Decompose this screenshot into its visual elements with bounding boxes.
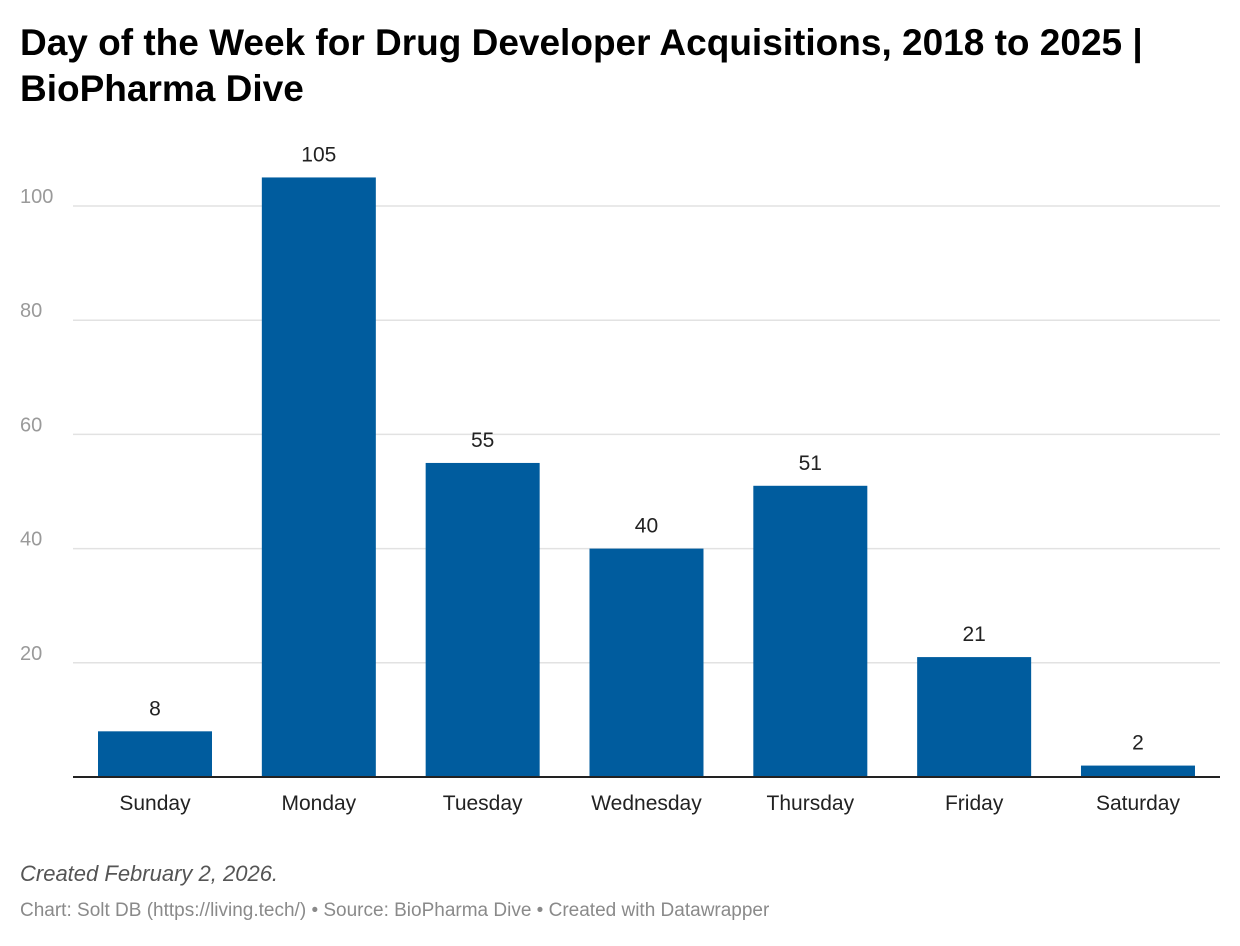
bar: [1080, 765, 1195, 777]
x-tick-label: Tuesday: [443, 792, 523, 815]
y-tick-label: 80: [20, 300, 42, 322]
bar: [425, 462, 540, 777]
x-tick-label: Thursday: [767, 792, 855, 815]
x-tick-label: Wednesday: [591, 792, 702, 815]
bar-value-label: 55: [471, 429, 494, 452]
bar-value-label: 8: [149, 697, 161, 720]
y-axis-ticks: 20 40 60 80 100: [20, 186, 53, 665]
bar-value-label: 40: [635, 515, 658, 538]
bar: [917, 657, 1032, 777]
x-tick-label: Friday: [945, 792, 1004, 815]
bar-value-label: 51: [799, 452, 822, 475]
bar-value-label: 105: [301, 143, 336, 166]
y-tick-label: 40: [20, 529, 42, 551]
x-tick-label: Monday: [281, 792, 356, 815]
bar-value-label: 2: [1132, 732, 1144, 755]
y-tick-label: 20: [20, 643, 42, 665]
bar: [98, 731, 212, 777]
bar: [753, 485, 868, 777]
bars: [98, 177, 1195, 777]
x-tick-label: Saturday: [1096, 792, 1181, 815]
bar: [261, 177, 376, 777]
x-tick-label: Sunday: [119, 792, 191, 815]
y-tick-label: 60: [20, 414, 42, 436]
y-tick-label: 100: [20, 186, 53, 208]
x-axis-ticks: Sunday Monday Tuesday Wednesday Thursday Frid…: [119, 792, 1180, 815]
bar-value-labels: 8 105 55 40 51 21 2: [149, 143, 1144, 754]
created-note: Created February 2, 2026.: [20, 861, 279, 886]
bar-value-label: 21: [962, 623, 985, 646]
chart-title: Day of the Week for Drug Developer Acqui…: [20, 22, 1143, 109]
bar: [589, 548, 704, 777]
source-credit: Chart: Solt DB (https://living.tech/) • …: [20, 900, 770, 921]
